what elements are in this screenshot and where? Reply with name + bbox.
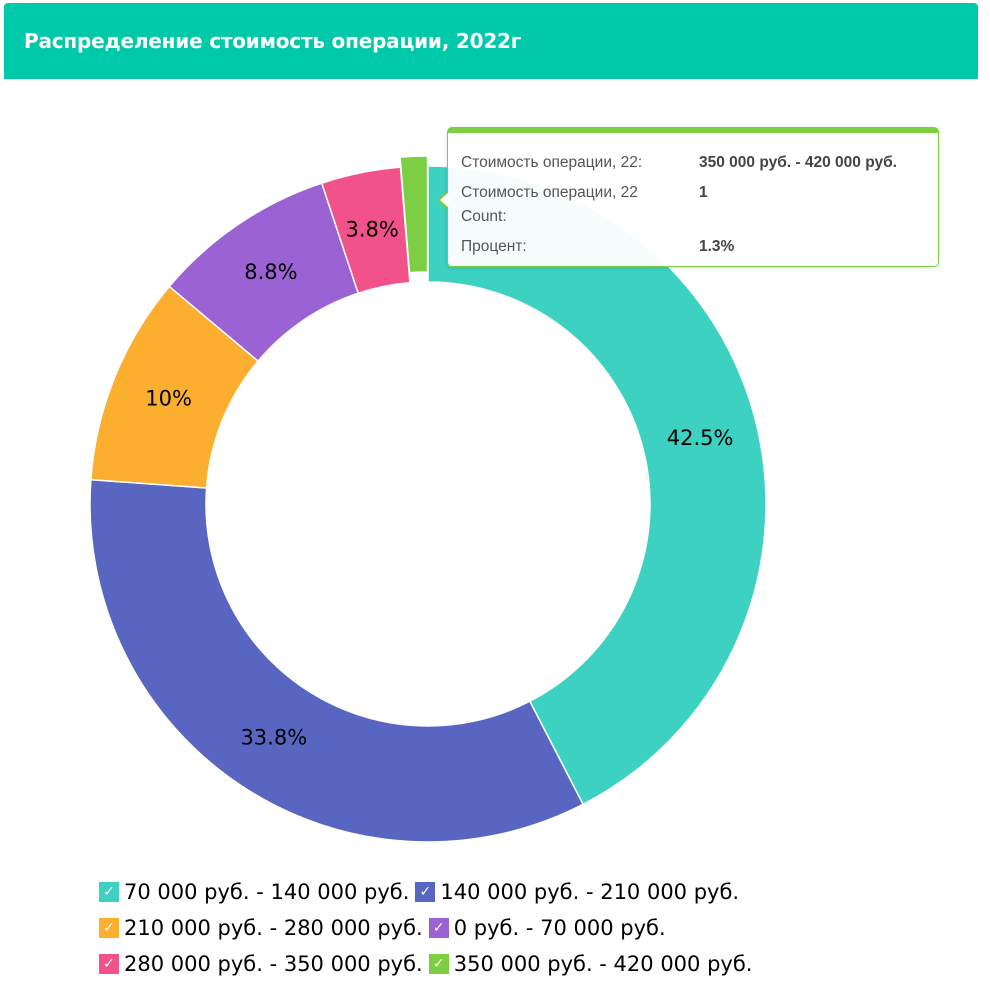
donut-slice-5[interactable] bbox=[399, 155, 429, 274]
tooltip-value-count: 1 bbox=[699, 184, 708, 201]
legend-swatch-2[interactable]: ✓ bbox=[99, 918, 119, 938]
legend-item-2[interactable]: ✓ 210 000 руб. - 280 000 руб. bbox=[99, 916, 423, 940]
legend-label-5[interactable]: 350 000 руб. - 420 000 руб. bbox=[453, 952, 753, 976]
legend-label-4[interactable]: 280 000 руб. - 350 000 руб. bbox=[124, 952, 423, 976]
chart-title-bar: Распределение стоимость операции, 2022г bbox=[4, 3, 978, 79]
legend-item-5[interactable]: ✓ 350 000 руб. - 420 000 руб. bbox=[428, 952, 753, 976]
legend-swatch-4[interactable]: ✓ bbox=[99, 954, 119, 974]
legend-row: ✓ 210 000 руб. - 280 000 руб. ✓ 0 руб. -… bbox=[99, 910, 899, 946]
tooltip: Стоимость операции, 22: 350 000 руб. - 4… bbox=[447, 127, 939, 267]
donut-slice-0[interactable] bbox=[427, 165, 767, 806]
slice-label-3: 8.8% bbox=[244, 260, 297, 284]
chart-title: Распределение стоимость операции, 2022г bbox=[24, 29, 522, 53]
legend-item-4[interactable]: ✓ 280 000 руб. - 350 000 руб. bbox=[99, 952, 423, 976]
tooltip-value-percent: 1.3% bbox=[699, 238, 735, 255]
slice-label-4: 3.8% bbox=[346, 218, 399, 242]
legend-label-2[interactable]: 210 000 руб. - 280 000 руб. bbox=[124, 916, 423, 940]
legend-swatch-3[interactable]: ✓ bbox=[428, 918, 449, 938]
legend-item-0[interactable]: ✓ 70 000 руб. - 140 000 руб. bbox=[99, 880, 409, 904]
legend-label-3[interactable]: 0 руб. - 70 000 руб. bbox=[453, 916, 666, 940]
legend-item-3[interactable]: ✓ 0 руб. - 70 000 руб. bbox=[428, 916, 666, 940]
legend-row: ✓ 70 000 руб. - 140 000 руб. ✓ 140 000 р… bbox=[99, 874, 899, 910]
tooltip-pointer-inner bbox=[440, 192, 449, 208]
legend: ✓ 70 000 руб. - 140 000 руб. ✓ 140 000 р… bbox=[99, 874, 899, 982]
tooltip-label-count: Стоимость операции, 22 bbox=[461, 184, 638, 201]
tooltip-label-count-2: Count: bbox=[461, 208, 507, 225]
legend-row: ✓ 280 000 руб. - 350 000 руб. ✓ 350 000 … bbox=[99, 946, 899, 982]
donut-slice-1[interactable] bbox=[89, 478, 585, 843]
legend-item-1[interactable]: ✓ 140 000 руб. - 210 000 руб. bbox=[415, 880, 739, 904]
slice-label-0: 42.5% bbox=[667, 426, 734, 450]
slice-label-1: 33.8% bbox=[240, 726, 307, 750]
tooltip-label-percent: Процент: bbox=[461, 238, 527, 255]
legend-label-1[interactable]: 140 000 руб. - 210 000 руб. bbox=[440, 880, 740, 904]
legend-swatch-5[interactable]: ✓ bbox=[428, 954, 449, 974]
tooltip-label-category: Стоимость операции, 22: bbox=[461, 154, 643, 171]
slice-label-2: 10% bbox=[145, 387, 192, 411]
legend-label-0[interactable]: 70 000 руб. - 140 000 руб. bbox=[124, 880, 410, 904]
legend-swatch-0[interactable]: ✓ bbox=[99, 882, 119, 902]
legend-swatch-1[interactable]: ✓ bbox=[415, 882, 436, 902]
tooltip-value-category: 350 000 руб. - 420 000 руб. bbox=[699, 154, 897, 171]
